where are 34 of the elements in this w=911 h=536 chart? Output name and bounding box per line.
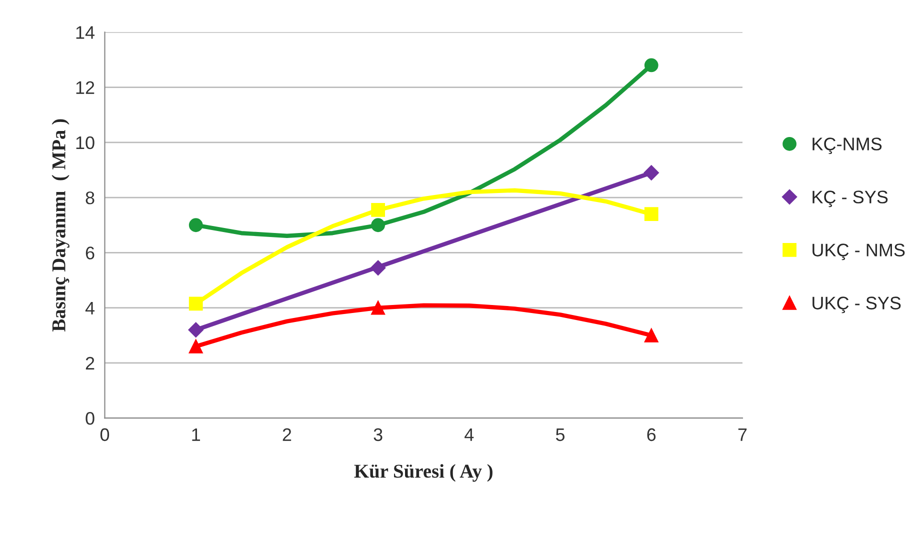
y-tick-label: 0 xyxy=(86,412,94,425)
point xyxy=(644,165,659,180)
legend-label: UKÇ - NMS xyxy=(812,244,905,260)
point xyxy=(188,322,204,338)
x-tick-label: 7 xyxy=(738,428,747,441)
y-tick-label: 6 xyxy=(86,246,94,260)
point xyxy=(370,260,386,276)
y-tick-label: 4 xyxy=(85,302,95,314)
x-tick-label: 4 xyxy=(464,428,474,441)
x-axis-title: Kür Süresi ( Ay ) xyxy=(354,464,492,482)
x-tick-label: 1 xyxy=(192,428,200,441)
y-tick-label: 10 xyxy=(76,136,94,150)
y-axis-title: Basınç Dayanımı ( MPa ) xyxy=(52,119,70,332)
point xyxy=(371,218,386,232)
point xyxy=(188,218,203,232)
point xyxy=(371,300,386,315)
point xyxy=(644,328,658,342)
point xyxy=(644,58,658,72)
y-tick-label: 2 xyxy=(86,356,94,370)
x-tick-label: 3 xyxy=(374,428,382,442)
x-tick-label: 2 xyxy=(282,428,292,441)
point xyxy=(188,296,203,311)
legend-label: KÇ-NMS xyxy=(812,138,882,154)
x-tick-label: 6 xyxy=(647,428,656,442)
y-tick-label: 8 xyxy=(86,191,94,204)
y-tick-label: 14 xyxy=(76,26,95,39)
point xyxy=(644,207,658,222)
point xyxy=(188,339,203,354)
y-tick-label: 12 xyxy=(76,81,94,94)
x-tick-label: 0 xyxy=(100,428,110,442)
point xyxy=(371,203,386,217)
legend-label: KÇ - SYS xyxy=(812,190,888,208)
legend-label: UKÇ - SYS xyxy=(812,296,901,314)
x-tick-label: 5 xyxy=(556,428,565,442)
